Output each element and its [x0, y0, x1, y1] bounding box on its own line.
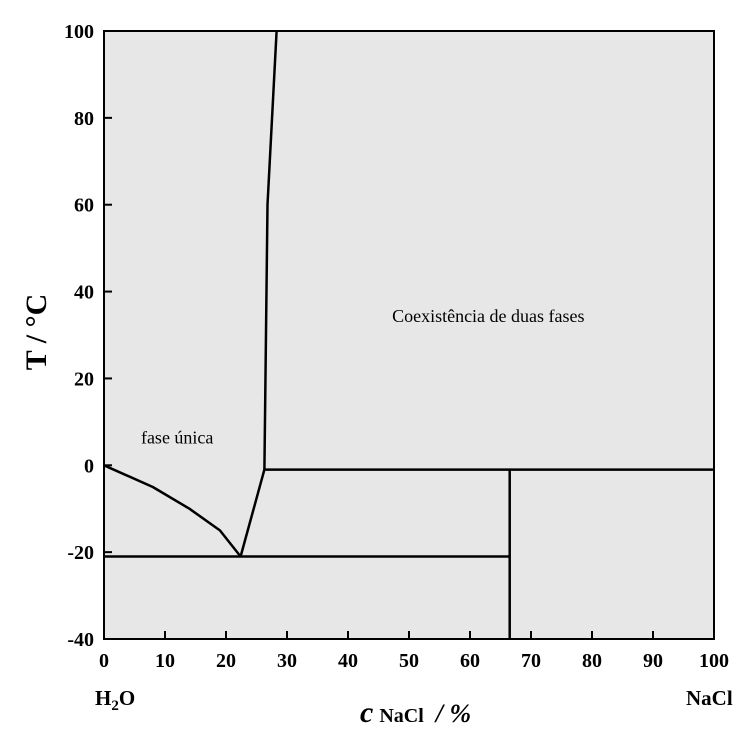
- x-tick-label: 90: [643, 650, 663, 672]
- y-tick-label: 60: [74, 195, 94, 217]
- water-end-label: H2O: [95, 686, 135, 714]
- x-axis-label-symbol: c: [360, 696, 373, 729]
- x-axis-label: c NaCl / %: [360, 696, 471, 729]
- y-tick-label: 20: [74, 368, 94, 390]
- boundary-solubility-curve: [263, 30, 278, 470]
- y-axis-ticks: -40 -20 0 20 40 60 80 100: [64, 21, 112, 651]
- x-axis-label-subscript: NaCl: [379, 705, 424, 727]
- x-tick-label: 70: [521, 650, 541, 672]
- x-axis-ticks: 0 10 20 30 40 50 60 70 80 90 100: [99, 631, 729, 672]
- x-tick-label: 100: [699, 650, 729, 672]
- x-tick-label: 20: [216, 650, 236, 672]
- region-annotations: Coexistência de duas fases fase única: [141, 306, 585, 448]
- x-tick-label: 10: [155, 650, 175, 672]
- x-tick-label: 0: [99, 650, 109, 672]
- region-annotation: Coexistência de duas fases: [392, 306, 584, 326]
- x-tick-label: 80: [582, 650, 602, 672]
- salt-end-label: NaCl: [686, 686, 733, 710]
- y-tick-label: 80: [74, 108, 94, 130]
- x-tick-label: 60: [460, 650, 480, 672]
- boundary-liquidus-ice: [103, 464, 242, 558]
- x-tick-label: 30: [277, 650, 297, 672]
- y-tick-label: 0: [84, 455, 94, 477]
- plot-area: [103, 30, 715, 640]
- boundary-liquidus-salt-lower: [239, 469, 266, 557]
- x-tick-label: 40: [338, 650, 358, 672]
- y-tick-label: 40: [74, 282, 94, 304]
- phase-boundaries: [103, 30, 714, 639]
- x-tick-label: 50: [399, 650, 419, 672]
- y-axis-label: T / °C: [20, 294, 53, 370]
- x-axis-label-unit: / %: [434, 699, 471, 728]
- y-tick-label: -40: [67, 629, 94, 651]
- region-annotation: fase única: [141, 428, 213, 448]
- y-tick-label: -20: [67, 542, 94, 564]
- y-tick-label: 100: [64, 21, 94, 43]
